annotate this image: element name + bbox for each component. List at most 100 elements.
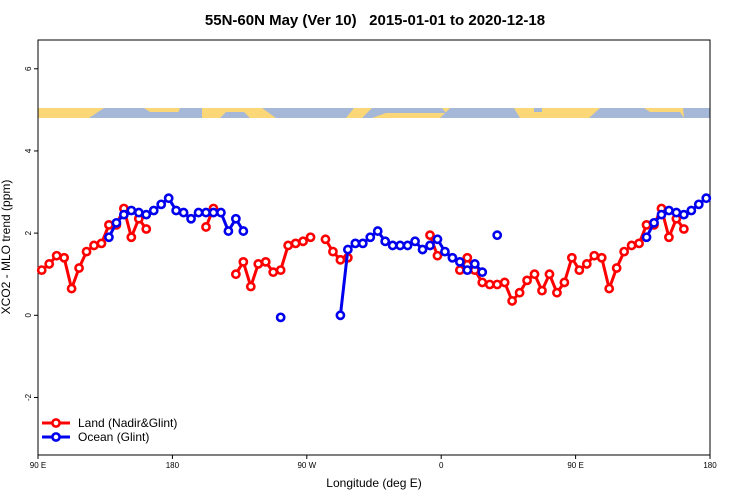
data-point [74, 263, 84, 273]
data-point [537, 285, 547, 296]
data-point [484, 279, 495, 290]
data-point [649, 217, 659, 228]
data-point [126, 232, 137, 243]
y-tick-label: 4 [24, 148, 33, 153]
data-point [596, 252, 607, 263]
data-point [126, 205, 137, 216]
data-point [417, 244, 428, 255]
y-tick-label: 2 [24, 230, 33, 235]
map-strip [38, 108, 710, 118]
data-point [104, 220, 114, 230]
data-point [566, 252, 577, 263]
data-point [671, 207, 682, 218]
data-point [544, 269, 555, 280]
data-point [275, 312, 286, 323]
x-tick-label: 90 W [297, 461, 316, 470]
y-tick-label: 0 [24, 313, 33, 318]
data-point [298, 236, 308, 247]
data-point [581, 259, 592, 269]
data-point [156, 199, 167, 210]
x-tick-label: 0 [439, 461, 444, 470]
data-point [216, 207, 226, 218]
data-point [163, 193, 174, 204]
data-point [171, 205, 182, 216]
data-point [141, 209, 152, 220]
data-point [59, 252, 70, 263]
data-point [522, 275, 532, 286]
data-point [253, 259, 264, 269]
data-point [619, 246, 630, 257]
data-point [372, 226, 383, 236]
data-point [402, 240, 413, 251]
data-point [141, 224, 152, 234]
data-point [305, 232, 316, 243]
data-point [410, 236, 420, 247]
data-point [201, 222, 211, 232]
data-point [328, 246, 338, 257]
data-point [664, 232, 674, 243]
data-point [634, 238, 644, 249]
y-tick-label: -2 [24, 393, 33, 401]
data-point [96, 238, 107, 249]
data-point [268, 267, 279, 278]
data-point [275, 265, 286, 275]
legend-marker [51, 432, 61, 442]
data-point [380, 236, 391, 247]
data-point [89, 240, 99, 251]
data-point [559, 277, 570, 288]
data-point [395, 240, 406, 251]
legend-label: Ocean (Glint) [78, 430, 149, 444]
data-point [693, 199, 704, 210]
data-point [514, 287, 525, 298]
data-point [477, 277, 488, 288]
data-point [66, 283, 77, 294]
data-point [454, 256, 465, 267]
x-tick-label: 90 E [567, 461, 583, 470]
data-point [335, 254, 346, 265]
data-point [178, 207, 189, 218]
data-point [469, 259, 480, 269]
data-point [425, 230, 435, 241]
data-point [641, 220, 652, 230]
data-point [604, 283, 615, 294]
data-point [44, 259, 55, 269]
data-point [477, 267, 488, 278]
data-point [656, 209, 667, 220]
data-point [507, 296, 518, 306]
data-point [81, 246, 92, 257]
data-point [701, 193, 712, 204]
data-point [626, 240, 637, 251]
data-point [320, 234, 331, 245]
data-point [260, 256, 271, 267]
data-point [678, 224, 689, 234]
data-point [492, 279, 503, 290]
data-point [104, 232, 114, 243]
data-point [283, 240, 294, 251]
data-point [111, 217, 122, 228]
data-point [492, 230, 503, 241]
data-point [454, 265, 465, 275]
data-point [447, 252, 458, 263]
data-point [36, 265, 47, 275]
data-point [552, 287, 562, 298]
data-point [133, 207, 144, 218]
data-point [238, 256, 249, 267]
data-point [589, 250, 600, 261]
data-point [223, 226, 234, 236]
y-axis-label: XCO2 - MLO trend (ppm) [0, 180, 13, 315]
data-point [201, 207, 211, 218]
data-point [148, 205, 159, 216]
data-point [186, 213, 196, 224]
data-point [51, 250, 62, 261]
data-point [440, 246, 450, 257]
data-point [462, 265, 473, 275]
legend-label: Land (Nadir&Glint) [78, 416, 177, 430]
data-point [208, 207, 219, 218]
data-point [641, 232, 652, 243]
data-point [432, 250, 443, 261]
x-tick-label: 180 [703, 461, 717, 470]
data-point [387, 240, 398, 251]
data-point [529, 269, 540, 280]
data-point [357, 238, 368, 249]
